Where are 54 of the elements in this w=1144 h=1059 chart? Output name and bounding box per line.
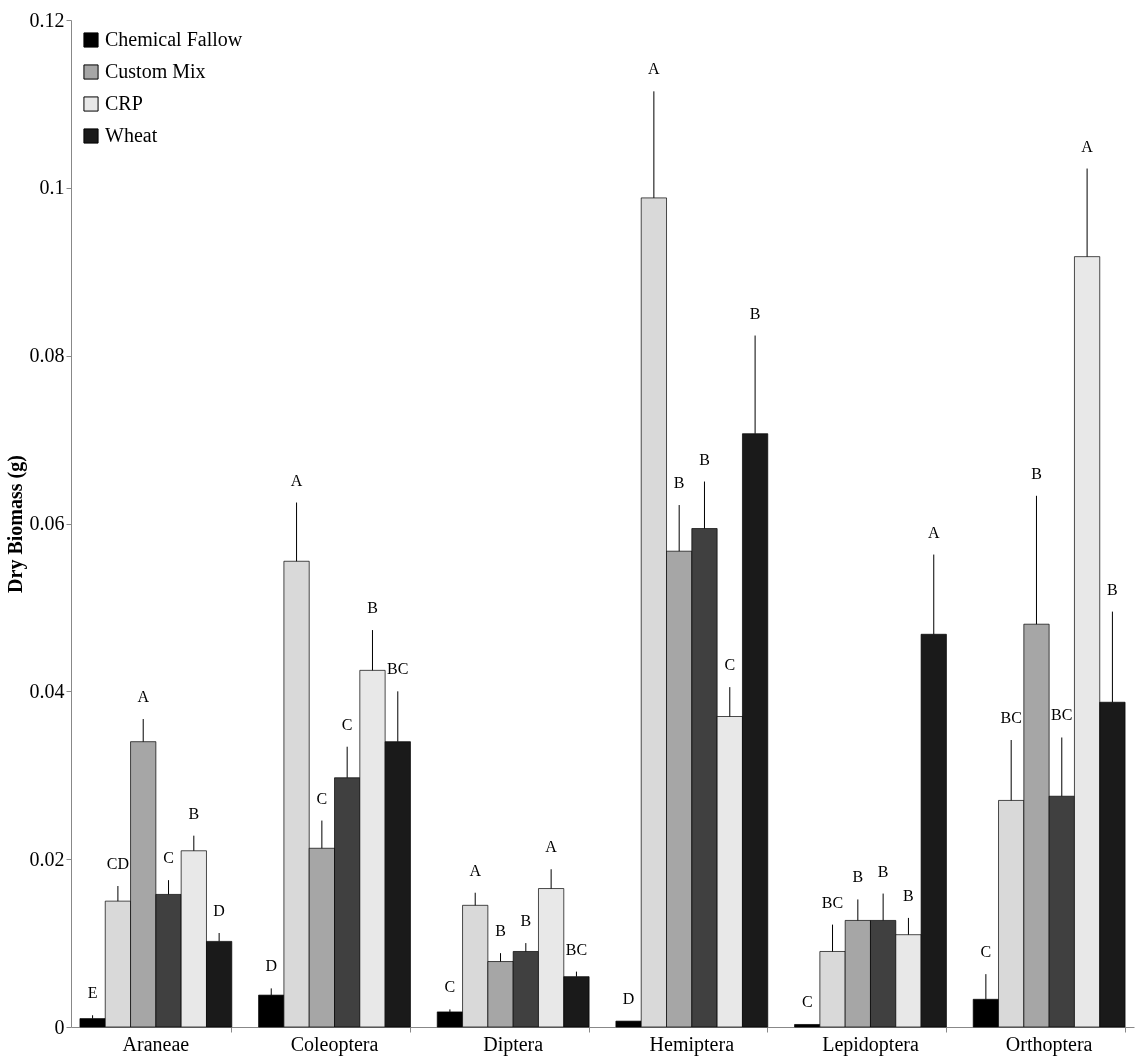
y-tick-label: 0 — [54, 1015, 65, 1038]
x-tick-label: Diptera — [483, 1032, 544, 1056]
annotation: BC — [821, 893, 844, 911]
annotation: A — [469, 861, 482, 879]
y-tick-label: 0.1 — [39, 176, 65, 199]
annotation: B — [495, 922, 506, 940]
y-tick-label: 0.04 — [29, 679, 65, 702]
annotation: A — [927, 523, 940, 541]
annotation: C — [724, 656, 736, 674]
annotation: C — [316, 789, 328, 807]
x-tick-label: Hemiptera — [649, 1032, 735, 1056]
annotation: B — [749, 304, 761, 322]
annotation: C — [801, 993, 813, 1011]
annotation: A — [545, 838, 558, 856]
annotation: D — [622, 990, 635, 1008]
annotation: B — [1031, 464, 1042, 482]
annotation: B — [1107, 580, 1118, 598]
annotation: B — [188, 804, 200, 822]
annotation: A — [290, 471, 303, 489]
annotation: B — [673, 474, 685, 492]
annotation: B — [877, 862, 889, 880]
y-tick-label: 0.02 — [29, 847, 65, 870]
x-tick-label: Orthoptera — [1005, 1032, 1093, 1056]
annotation: A — [648, 60, 661, 78]
annotation: A — [137, 688, 150, 706]
annotation: C — [341, 715, 353, 733]
x-tick-label: Coleoptera — [290, 1032, 379, 1056]
legend-label: Wheat — [105, 124, 158, 146]
annotation: B — [699, 450, 710, 468]
annotation: BC — [565, 940, 588, 958]
annotation: D — [213, 902, 225, 920]
annotation: D — [265, 957, 278, 975]
annotation: B — [520, 912, 532, 930]
x-tick-label: Araneae — [122, 1032, 190, 1055]
legend-label: Custom Mix — [105, 60, 206, 82]
annotation: C — [444, 978, 456, 996]
annotation: A — [1081, 137, 1094, 155]
annotation: C — [163, 849, 174, 867]
annotation: E — [87, 984, 98, 1002]
legend-label: CRP — [105, 92, 143, 114]
annotation: CD — [106, 855, 130, 873]
annotation: B — [367, 599, 378, 617]
y-tick-label: 0.12 — [29, 8, 65, 31]
annotation: BC — [387, 660, 409, 678]
annotation: B — [903, 886, 914, 904]
y-axis-title: Dry Biomass (g) — [3, 455, 27, 593]
legend-label: Chemical Fallow — [105, 28, 243, 50]
annotation: BC — [1000, 709, 1022, 727]
x-tick-label: Lepidoptera — [822, 1032, 919, 1056]
annotation: C — [980, 943, 992, 961]
y-tick-label: 0.08 — [29, 344, 65, 367]
y-tick-label: 0.06 — [29, 512, 65, 534]
annotation: B — [852, 868, 864, 886]
annotation: BC — [1051, 706, 1073, 724]
